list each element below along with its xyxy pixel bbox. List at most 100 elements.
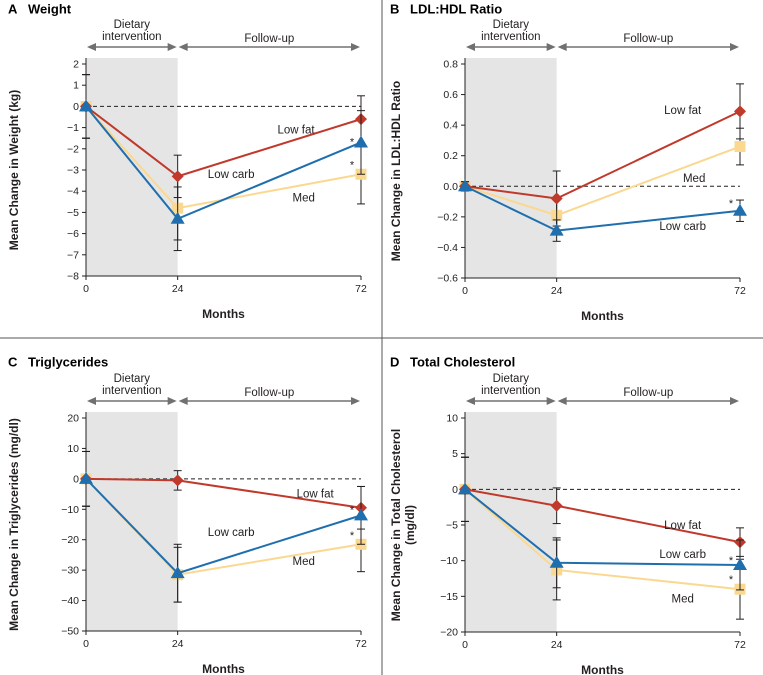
data-point (171, 170, 184, 183)
followup-arrow-left-head (557, 397, 567, 405)
significance-star: * (350, 530, 355, 542)
y-tick-label: −10 (61, 504, 79, 516)
x-tick-label: 72 (355, 283, 367, 295)
series-low-carb: Low carb * (458, 456, 747, 591)
followup-arrow-right-head (730, 43, 739, 51)
intervention-arrow-left-head (466, 43, 475, 51)
data-point (733, 557, 747, 570)
x-axis-label: Months (202, 307, 245, 321)
panel-letter: D (390, 355, 399, 370)
data-point (549, 223, 564, 236)
y-tick-label: 0.0 (443, 181, 458, 193)
phase-label-followup: Follow-up (244, 387, 294, 399)
y-tick-label: −6 (67, 228, 79, 240)
panel-d: Dietary intervention Follow-up D Total Chole… (389, 355, 747, 675)
series-label-low-carb: Low carb (659, 221, 706, 233)
series-label-low-carb: Low carb (208, 169, 255, 181)
intervention-arrow-right-head (167, 397, 177, 405)
panel-title: Weight (28, 2, 72, 17)
significance-star: * (729, 555, 734, 567)
series-label-med: Med (672, 593, 694, 605)
series-low-fat: Low fat (459, 83, 746, 227)
data-point (171, 474, 184, 487)
y-tick-label: 0.8 (443, 59, 458, 71)
x-tick-label: 0 (83, 638, 89, 650)
y-axis-label: Mean Change in LDL:HDL Ratio (389, 81, 403, 261)
y-tick-label: 0 (73, 473, 79, 485)
followup-arrow-right-head (730, 397, 739, 405)
y-tick-label: 0 (73, 101, 79, 113)
followup-arrow-left-head (178, 43, 188, 51)
x-tick-label: 72 (734, 639, 746, 651)
phase-label-followup: Follow-up (244, 33, 294, 45)
y-tick-label: 1 (73, 80, 79, 92)
x-tick-label: 24 (551, 639, 563, 651)
data-point (458, 482, 472, 495)
y-tick-label: −5 (446, 520, 458, 532)
phase-label-intervention: Dietary intervention (481, 19, 540, 43)
data-point (734, 141, 746, 153)
y-tick-label: 5 (452, 448, 458, 460)
intervention-shading (465, 412, 557, 632)
x-axis-label: Months (202, 662, 245, 675)
y-tick-label: 0.6 (443, 89, 458, 101)
x-tick-label: 24 (172, 638, 184, 650)
y-tick-label: −50 (61, 626, 79, 638)
data-point (79, 471, 93, 484)
panel-b: Dietary intervention Follow-up B LDL:HDL Rat… (389, 2, 747, 323)
significance-star: * (350, 136, 355, 148)
y-axis-label: Mean Change in Weight (kg) (7, 90, 21, 250)
series-label-low-fat: Low fat (664, 520, 702, 532)
intervention-arrow-left-head (466, 397, 475, 405)
followup-arrow-right-head (351, 397, 360, 405)
intervention-arrow-right-head (167, 43, 177, 51)
y-axis-label: Mean Change in Total Cholesterol(mg/dl) (389, 429, 417, 621)
series-low-carb: Low carb * (458, 179, 747, 242)
panel-a: Dietary intervention Follow-up A Weight 2 1 0 −1… (7, 2, 368, 321)
x-tick-label: 0 (462, 285, 468, 297)
significance-star: * (729, 574, 734, 586)
panel-letter: C (8, 355, 18, 370)
series-low-fat: Low fat (80, 450, 367, 530)
data-point (550, 192, 563, 205)
intervention-shading (86, 58, 178, 276)
y-tick-label: −1 (67, 122, 79, 134)
data-point (458, 179, 472, 192)
y-tick-label: 2 (73, 59, 79, 71)
y-tick-label: −0.6 (437, 273, 458, 285)
y-tick-label: −0.2 (437, 211, 458, 223)
y-tick-label: −20 (61, 534, 79, 546)
y-tick-label: −7 (67, 249, 79, 261)
phase-label-followup: Follow-up (623, 387, 673, 399)
series-label-low-carb: Low carb (659, 549, 706, 561)
y-tick-label: 10 (446, 413, 458, 425)
followup-arrow-left-head (178, 397, 188, 405)
data-point (549, 555, 564, 568)
series-label-low-fat: Low fat (664, 105, 702, 117)
panel-title: Triglycerides (28, 355, 108, 370)
phase-label-intervention: Dietary intervention (102, 19, 161, 43)
phase-label-intervention: Dietary intervention (102, 373, 161, 397)
intervention-arrow-left-head (87, 397, 96, 405)
x-axis-label: Months (581, 309, 624, 323)
y-tick-label: 0.4 (443, 120, 458, 132)
y-tick-label: −20 (440, 627, 458, 639)
y-tick-label: −2 (67, 143, 79, 155)
phase-label-followup: Follow-up (623, 33, 673, 45)
series-label-low-carb: Low carb (208, 527, 255, 539)
data-point (354, 135, 368, 148)
y-tick-label: 10 (67, 443, 79, 455)
x-axis-label: Months (581, 663, 624, 675)
x-tick-label: 24 (172, 283, 184, 295)
data-point (354, 508, 368, 521)
data-point (734, 105, 746, 118)
y-tick-label: −3 (67, 165, 79, 177)
series-label-low-fat: Low fat (297, 488, 335, 500)
data-point (733, 203, 747, 216)
x-tick-label: 72 (734, 285, 746, 297)
data-point (170, 211, 185, 224)
intervention-arrow-left-head (87, 43, 96, 51)
y-tick-label: 20 (67, 413, 79, 425)
intervention-arrow-right-head (546, 397, 556, 405)
